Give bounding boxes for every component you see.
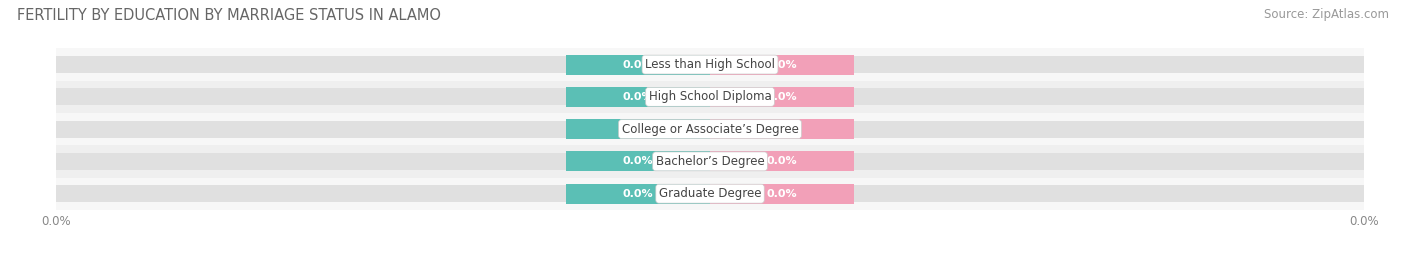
Bar <box>567 87 710 107</box>
Text: FERTILITY BY EDUCATION BY MARRIAGE STATUS IN ALAMO: FERTILITY BY EDUCATION BY MARRIAGE STATU… <box>17 8 441 23</box>
Text: Less than High School: Less than High School <box>645 58 775 71</box>
Bar <box>56 185 1364 202</box>
Text: Graduate Degree: Graduate Degree <box>659 187 761 200</box>
Bar <box>56 56 1364 73</box>
Bar <box>710 55 853 75</box>
Bar <box>567 184 710 204</box>
Bar <box>56 178 1364 210</box>
Text: 0.0%: 0.0% <box>766 124 797 134</box>
Bar <box>56 113 1364 145</box>
Bar <box>567 55 710 75</box>
Bar <box>56 88 1364 105</box>
Text: College or Associate’s Degree: College or Associate’s Degree <box>621 123 799 136</box>
Bar <box>56 145 1364 178</box>
Bar <box>56 81 1364 113</box>
Text: 0.0%: 0.0% <box>623 189 654 199</box>
Text: High School Diploma: High School Diploma <box>648 90 772 103</box>
Bar <box>710 184 853 204</box>
Text: 0.0%: 0.0% <box>766 189 797 199</box>
Text: 0.0%: 0.0% <box>766 59 797 70</box>
Bar <box>567 151 710 171</box>
Bar <box>56 48 1364 81</box>
Bar <box>710 87 853 107</box>
Bar <box>710 119 853 139</box>
Text: 0.0%: 0.0% <box>766 156 797 167</box>
Bar <box>56 121 1364 138</box>
Text: 0.0%: 0.0% <box>623 59 654 70</box>
Text: 0.0%: 0.0% <box>623 92 654 102</box>
Text: Source: ZipAtlas.com: Source: ZipAtlas.com <box>1264 8 1389 21</box>
Bar <box>567 119 710 139</box>
Legend: Married, Unmarried: Married, Unmarried <box>626 264 794 269</box>
Text: 0.0%: 0.0% <box>623 124 654 134</box>
Text: Bachelor’s Degree: Bachelor’s Degree <box>655 155 765 168</box>
Bar <box>710 151 853 171</box>
Bar <box>56 153 1364 170</box>
Text: 0.0%: 0.0% <box>766 92 797 102</box>
Text: 0.0%: 0.0% <box>623 156 654 167</box>
